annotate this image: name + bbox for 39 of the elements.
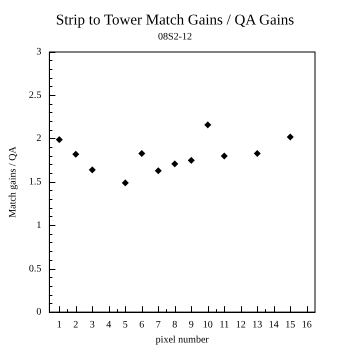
x-axis-title: pixel number [156, 334, 210, 346]
x-tick-label: 4 [106, 320, 112, 331]
point [204, 121, 212, 128]
x-tick-label: 15 [285, 320, 296, 331]
y-tick-label: 1 [36, 220, 42, 231]
y-tick-label: 2.5 [28, 90, 42, 101]
y-tick-label: 0.5 [28, 263, 42, 274]
x-tick-label: 9 [188, 320, 194, 331]
x-tick-label: 2 [73, 320, 78, 331]
x-tick-label: 12 [236, 320, 246, 331]
y-tick-label: 2 [36, 133, 42, 144]
x-tick-label: 8 [172, 320, 178, 331]
x-tick-label: 13 [252, 320, 262, 331]
x-tick-label: 16 [302, 320, 312, 331]
y-tick-label: 3 [36, 46, 42, 58]
x-tick-label: 11 [219, 320, 230, 331]
point [286, 133, 294, 140]
point [188, 156, 195, 164]
point [154, 167, 162, 174]
y-axis-title: Match gains / QA [8, 146, 18, 218]
x-tick-label: 10 [202, 320, 213, 331]
y-tick-label: 0 [36, 306, 42, 318]
x-tick-label: 6 [139, 320, 144, 331]
point [254, 150, 261, 157]
chart-subtitle: 08S2-12 [158, 32, 192, 42]
point [72, 150, 80, 158]
x-tick-label: 14 [268, 320, 279, 331]
point [171, 160, 178, 168]
x-tick-label: 3 [90, 320, 95, 331]
x-tick-label: 5 [122, 320, 128, 331]
y-tick-label: 1.5 [28, 176, 42, 188]
x-tick-label: 7 [156, 320, 161, 331]
x-tick-label: 1 [56, 320, 62, 331]
point [138, 150, 146, 157]
point [122, 179, 129, 186]
point [88, 166, 96, 174]
point [220, 152, 228, 160]
point [56, 136, 63, 144]
chart-title: Strip to Tower Match Gains / QA Gains [56, 12, 294, 28]
